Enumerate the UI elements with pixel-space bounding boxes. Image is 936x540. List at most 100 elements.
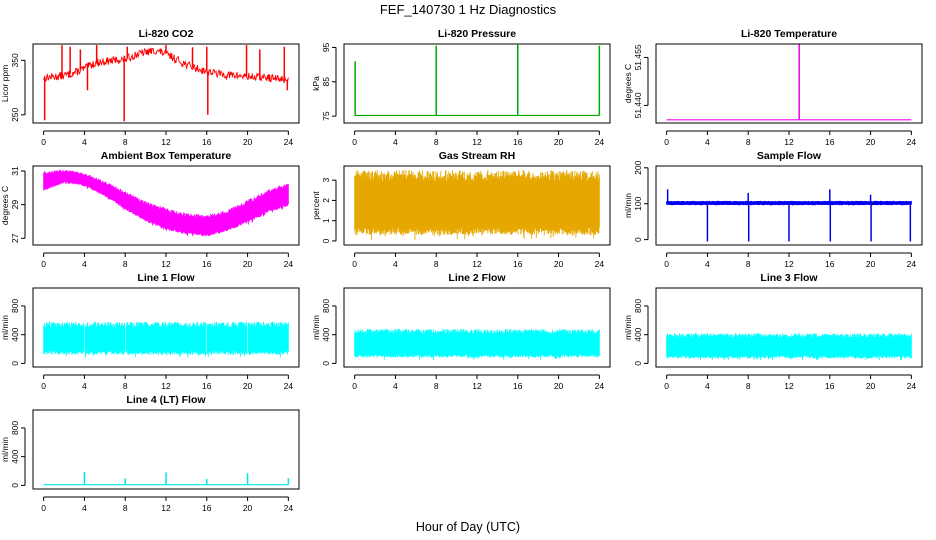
x-tick-label: 4 (393, 381, 398, 391)
x-tick-label: 8 (123, 503, 128, 513)
x-tick-label: 8 (123, 381, 128, 391)
panel-2: Li-820 Pressure 0 4 8 12 16 20 24 75 85 95 kPa (311, 28, 611, 147)
y-axis: 0 100 200 ml/min (623, 160, 649, 242)
panel-title: Sample Flow (757, 150, 822, 162)
x-tick-label: 24 (595, 137, 605, 147)
x-axis: 0 4 8 12 16 20 24 (41, 496, 294, 513)
x-tick-label: 4 (705, 137, 710, 147)
x-tick-label: 0 (352, 259, 357, 269)
x-tick-label: 12 (161, 137, 171, 147)
x-tick-label: 4 (82, 259, 87, 269)
series-group (43, 321, 289, 358)
y-tick-label: 75 (321, 111, 331, 121)
x-tick-label: 12 (784, 381, 794, 391)
x-tick-label: 20 (866, 137, 876, 147)
x-tick-label: 24 (284, 503, 294, 513)
x-tick-label: 4 (82, 503, 87, 513)
y-tick-label: 0 (321, 361, 331, 366)
plot-frame (32, 287, 300, 368)
x-tick-label: 16 (825, 259, 835, 269)
y-tick-label: 800 (633, 299, 643, 313)
x-tick-label: 4 (393, 137, 398, 147)
panel-title: Line 3 Flow (760, 272, 818, 284)
x-tick-label: 24 (595, 259, 605, 269)
y-axis-label: ml/min (0, 437, 10, 462)
y-tick-label: 800 (10, 299, 20, 313)
series-band (354, 170, 600, 240)
x-tick-label: 16 (825, 137, 835, 147)
series-group (43, 45, 289, 122)
y-tick-label: 85 (321, 77, 331, 87)
x-tick-label: 12 (472, 137, 482, 147)
y-axis-label: percent (311, 191, 321, 220)
x-tick-label: 20 (554, 137, 564, 147)
series-group (354, 328, 600, 360)
x-tick-label: 4 (393, 259, 398, 269)
panel-3: Li-820 Temperature 0 4 8 12 16 20 24 51.440 51.45… (623, 28, 923, 147)
y-tick-label: 0 (633, 237, 643, 242)
plot-frame (655, 165, 923, 246)
plot-frame (32, 409, 300, 490)
y-axis-label: kPa (311, 76, 321, 91)
x-tick-label: 0 (41, 381, 46, 391)
y-tick-label: 350 (10, 53, 20, 67)
y-axis-label: ml/min (0, 315, 10, 340)
y-axis: 0 1 2 3 percent (311, 178, 337, 243)
y-tick-label: 0 (633, 361, 643, 366)
plot-frame (343, 165, 611, 246)
panel-title: Line 2 Flow (448, 272, 506, 284)
x-tick-label: 12 (472, 259, 482, 269)
x-tick-label: 8 (746, 259, 751, 269)
x-axis: 0 4 8 12 16 20 24 (664, 130, 916, 147)
x-tick-label: 24 (284, 381, 294, 391)
x-tick-label: 0 (664, 259, 669, 269)
y-tick-label: 800 (321, 299, 331, 313)
panel-title: Li-820 Pressure (438, 28, 516, 40)
y-tick-label: 3 (321, 178, 331, 183)
panel-title: Line 4 (LT) Flow (126, 394, 206, 406)
x-tick-label: 0 (352, 381, 357, 391)
x-tick-label: 20 (243, 259, 253, 269)
x-tick-label: 20 (554, 381, 564, 391)
plot-frame (343, 287, 611, 368)
x-tick-label: 0 (41, 503, 46, 513)
x-tick-label: 8 (746, 381, 751, 391)
y-tick-label: 95 (321, 42, 331, 52)
x-axis: 0 4 8 12 16 20 24 (664, 374, 917, 391)
y-tick-label: 0 (321, 238, 331, 243)
x-axis: 0 4 8 12 16 20 24 (41, 252, 293, 269)
x-tick-label: 12 (161, 381, 171, 391)
x-tick-label: 0 (41, 137, 46, 147)
x-tick-label: 20 (554, 259, 564, 269)
y-axis-label: ml/min (311, 315, 321, 340)
plot-frame (655, 43, 923, 124)
x-tick-label: 0 (664, 137, 669, 147)
x-axis: 0 4 8 12 16 20 24 (41, 374, 294, 391)
y-tick-label: 400 (10, 449, 20, 463)
plot-frame (343, 43, 611, 124)
x-axis: 0 4 8 12 16 20 24 (352, 130, 605, 147)
y-tick-label: 400 (633, 327, 643, 341)
x-tick-label: 24 (284, 137, 294, 147)
y-tick-label: 200 (633, 160, 643, 174)
x-tick-label: 24 (907, 381, 917, 391)
x-tick-label: 20 (866, 259, 876, 269)
y-tick-label: 31 (10, 166, 20, 176)
x-tick-label: 20 (243, 381, 253, 391)
panel-title: Ambient Box Temperature (101, 150, 232, 162)
panel-4: Ambient Box Temperature 0 4 8 12 16 20 24 27 29 31… (0, 150, 300, 269)
series-band (43, 321, 289, 358)
x-tick-label: 4 (705, 381, 710, 391)
panel-6: Sample Flow 0 4 8 12 16 20 24 0 100 200 ml/min (623, 150, 923, 269)
x-tick-label: 4 (705, 259, 710, 269)
y-tick-label: 250 (10, 107, 20, 121)
x-axis: 0 4 8 12 16 20 24 (41, 130, 294, 147)
series-band (666, 333, 912, 361)
y-tick-label: 400 (10, 327, 20, 341)
